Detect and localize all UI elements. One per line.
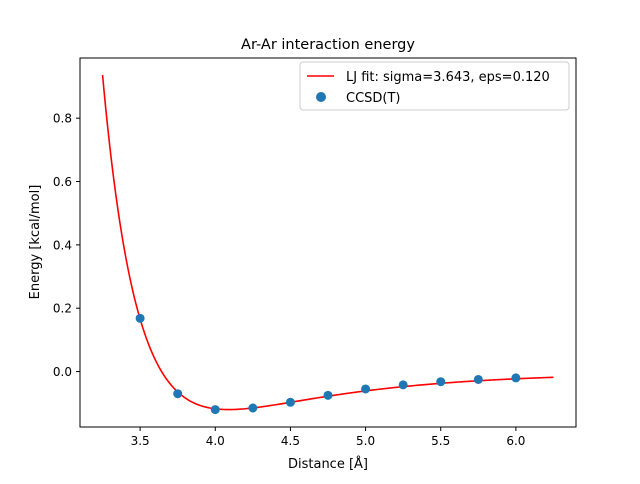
chart-title: Ar-Ar interaction energy [241,37,415,53]
ccsdt-point [173,389,183,399]
y-axis-label: Energy [kcal/mol] [28,185,43,300]
ccsdt-point [398,380,408,390]
x-tick-label: 4.0 [206,434,225,448]
y-tick-label: 0.6 [53,175,72,189]
ccsdt-point [285,397,295,407]
legend-frame [299,61,570,111]
x-axis: 3.5 4.0 4.5 5.0 5.5 6.0 [131,427,525,448]
y-tick-label: 0.0 [53,365,72,379]
y-tick-label: 0.4 [53,238,72,252]
ccsdt-point [323,390,333,400]
x-axis-label: Distance [Å] [288,456,368,472]
y-tick-label: 0.2 [53,302,72,316]
x-tick-label: 6.0 [506,434,525,448]
legend-marker-swatch [316,92,326,102]
axes-frame [79,57,577,428]
ccsdt-point [361,384,371,394]
x-tick-label: 3.5 [131,434,150,448]
x-tick-label: 5.0 [356,434,375,448]
ccsdt-point [511,373,521,383]
legend-label-ccsdt: CCSD(T) [346,91,401,106]
x-tick-label: 5.5 [431,434,450,448]
ccsdt-point [436,377,446,387]
ccsdt-point [248,403,258,413]
plot-area [101,74,554,415]
y-tick-label: 0.8 [53,112,72,126]
y-axis: 0.0 0.2 0.4 0.6 0.8 [53,112,80,379]
x-tick-label: 4.5 [281,434,300,448]
legend: LJ fit: sigma=3.643, eps=0.120 CCSD(T) [299,61,570,111]
legend-label-lj-fit: LJ fit: sigma=3.643, eps=0.120 [346,70,550,85]
ccsdt-point [135,313,145,323]
ccsdt-point [473,374,483,384]
ccsdt-point [210,405,220,415]
